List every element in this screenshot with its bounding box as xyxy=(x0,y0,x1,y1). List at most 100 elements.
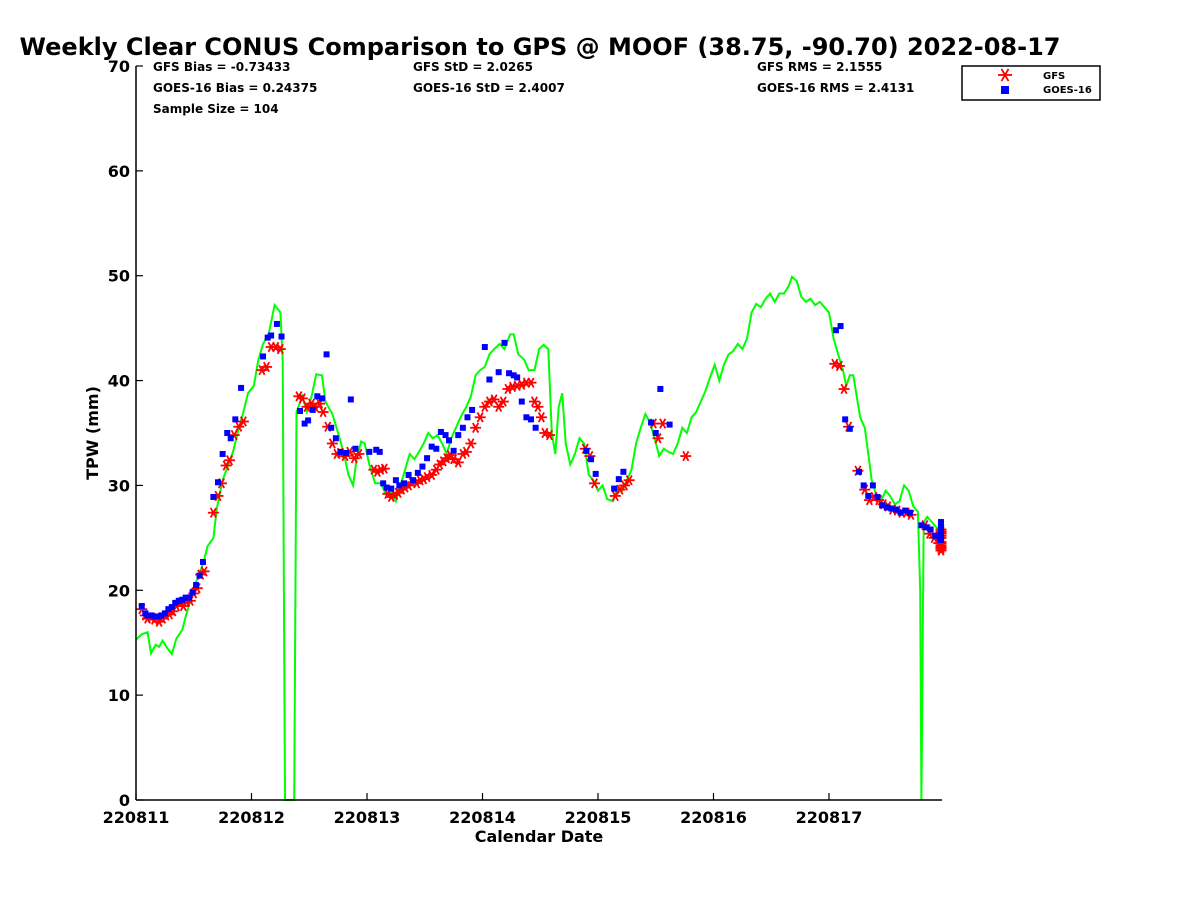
goes-point xyxy=(168,604,175,611)
y-tick-label: 70 xyxy=(108,57,130,76)
goes-point xyxy=(148,612,155,619)
goes-point xyxy=(620,468,627,475)
gfs-point xyxy=(460,446,472,458)
x-tick-label: 220812 xyxy=(218,808,285,827)
goes-point xyxy=(446,437,453,444)
gfs-point xyxy=(532,401,544,412)
goes-point xyxy=(510,372,517,379)
goes-point xyxy=(392,477,399,484)
goes-point xyxy=(938,525,944,532)
goes-point xyxy=(481,344,488,351)
gfs-point xyxy=(348,452,360,464)
gfs-point xyxy=(479,401,491,412)
goes-point xyxy=(433,445,440,452)
goes-point xyxy=(532,424,539,431)
goes-point xyxy=(897,509,904,516)
y-tick-label: 30 xyxy=(108,476,130,495)
goes-point xyxy=(918,522,925,529)
gfs-point xyxy=(207,507,219,518)
goes-point xyxy=(883,504,890,511)
gfs-point xyxy=(525,377,537,388)
gfs-point xyxy=(543,429,555,441)
goes-point xyxy=(657,385,664,392)
goes-point xyxy=(323,351,330,358)
goes-point xyxy=(186,594,193,601)
x-tick-label: 220816 xyxy=(680,808,747,827)
goes-point xyxy=(182,594,189,601)
goes-point xyxy=(144,612,151,619)
gfs-point xyxy=(452,457,464,468)
goes-point xyxy=(405,471,412,478)
goes-point xyxy=(518,398,525,405)
goes-point xyxy=(278,333,285,340)
goes-point xyxy=(388,485,395,492)
goes-point xyxy=(495,369,502,376)
goes-point xyxy=(158,612,165,619)
legend-box xyxy=(961,65,1101,101)
goes-point xyxy=(179,596,186,603)
gfs-point xyxy=(378,463,390,474)
goes-point xyxy=(347,396,354,403)
goes-point xyxy=(396,482,403,489)
gfs-point xyxy=(680,450,692,462)
goes-rms-annotation: GOES-16 RMS = 2.4131 xyxy=(757,81,914,95)
goes-point xyxy=(455,432,462,439)
goes-point xyxy=(305,417,312,424)
gfs-point xyxy=(657,418,669,429)
gfs-point xyxy=(237,416,249,427)
goes-point xyxy=(175,597,182,604)
gfs-point xyxy=(274,343,286,355)
gfs-point xyxy=(935,541,947,552)
goes-point xyxy=(314,393,321,400)
goes-point xyxy=(464,414,471,421)
goes-point xyxy=(874,493,881,500)
goes-points-layer xyxy=(138,320,944,620)
goes-point xyxy=(860,482,867,489)
gfs-bias-annotation: GFS Bias = -0.73433 xyxy=(153,60,290,74)
gfs-point xyxy=(296,393,308,404)
gfs-point xyxy=(224,455,236,466)
y-tick-label: 10 xyxy=(108,686,130,705)
goes-point xyxy=(419,463,426,470)
legend: GFS GOES-16 xyxy=(961,65,1101,101)
goes-point xyxy=(902,507,909,514)
gfs-point xyxy=(497,396,509,407)
plot-area xyxy=(135,275,947,801)
gps-series-line xyxy=(135,275,942,801)
goes-point xyxy=(588,456,595,463)
sample-size-annotation: Sample Size = 104 xyxy=(153,102,279,116)
goes-point xyxy=(373,446,380,453)
goes-point xyxy=(523,414,530,421)
y-tick-label: 60 xyxy=(108,162,130,181)
gfs-point xyxy=(619,480,631,491)
goes-point xyxy=(879,502,886,509)
gfs-point xyxy=(589,478,601,489)
goes-point xyxy=(154,613,161,620)
goes-point xyxy=(666,421,673,428)
y-axis-ticks: 0 10 20 30 40 50 60 70 xyxy=(108,57,143,810)
legend-gfs-label: GFS xyxy=(1043,71,1065,82)
goes-point xyxy=(414,469,421,476)
goes-point xyxy=(514,374,521,381)
y-axis-label: TPW (mm) xyxy=(83,386,102,480)
goes-point xyxy=(442,432,449,439)
goes-point xyxy=(400,480,407,487)
goes-point xyxy=(856,468,863,475)
goes-point xyxy=(865,492,872,499)
goes-point xyxy=(337,448,344,455)
goes-point xyxy=(932,532,939,539)
goes-point xyxy=(927,526,934,533)
goes-point xyxy=(219,450,226,457)
gfs-point xyxy=(838,383,850,395)
gps-line-layer xyxy=(135,275,942,801)
goes-point xyxy=(151,613,158,620)
goes-bias-annotation: GOES-16 Bias = 0.24375 xyxy=(153,81,317,95)
gfs-point xyxy=(623,474,635,486)
gfs-point xyxy=(474,412,486,423)
legend-goes-square-icon xyxy=(1001,86,1009,94)
goes-point xyxy=(486,376,493,383)
goes-point xyxy=(938,535,944,542)
y-tick-label: 20 xyxy=(108,581,130,600)
goes-point xyxy=(906,509,913,516)
goes-point xyxy=(138,603,145,610)
